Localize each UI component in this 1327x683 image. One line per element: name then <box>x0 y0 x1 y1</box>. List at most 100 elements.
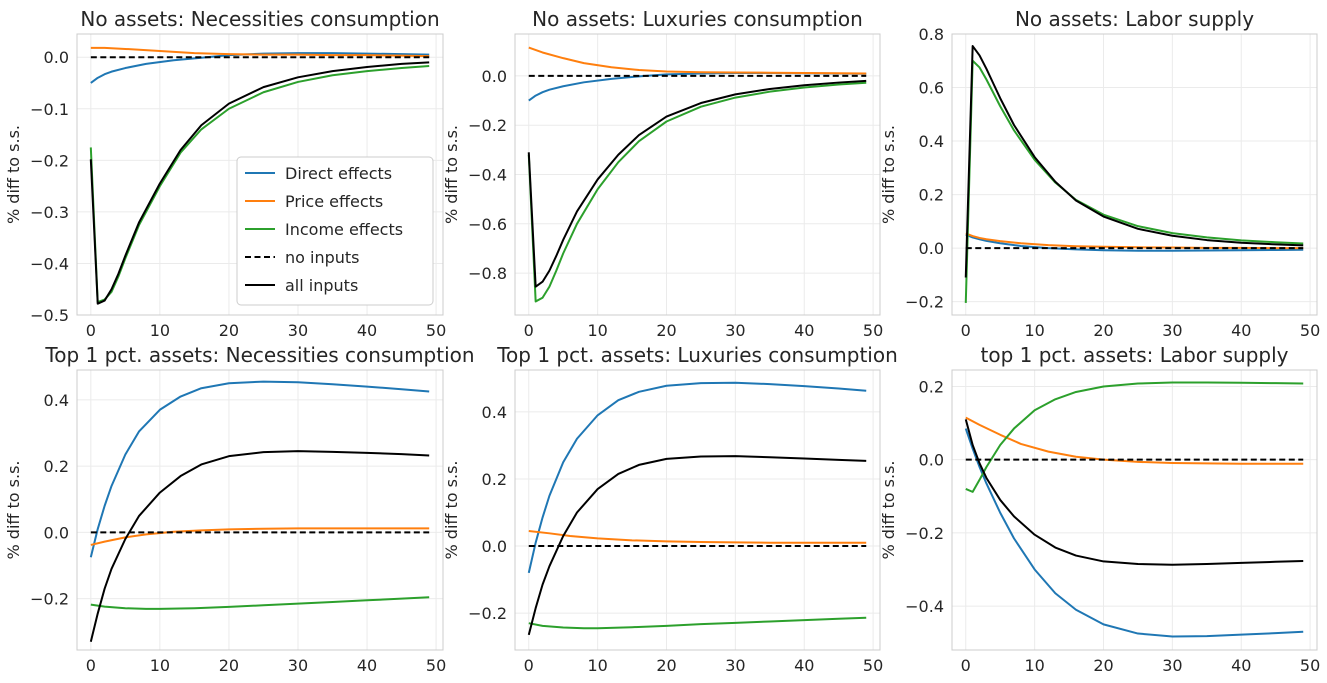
y-axis-label: % diff to s.s. <box>442 125 461 224</box>
x-tick-label: 40 <box>357 321 377 340</box>
subplot-2: 0 10 20 30 40 50 −0.8 −0.6 −0.4 −0.2 0.0 No assets:… <box>442 7 883 340</box>
x-tick-label: 0 <box>524 321 534 340</box>
axes-frame <box>951 33 1318 316</box>
x-tick-label: 30 <box>288 321 308 340</box>
x-tick-label: 40 <box>1231 321 1251 340</box>
x-tick-label: 30 <box>288 656 308 675</box>
y-tick-label: −0.2 <box>468 116 507 135</box>
legend-box <box>236 156 434 306</box>
y-tick-label: 0.0 <box>44 48 69 67</box>
y-axis-label: % diff to s.s. <box>4 461 23 560</box>
y-axis-label: % diff to s.s. <box>442 461 461 560</box>
y-tick-label: −0.2 <box>905 293 944 312</box>
axes-frame <box>951 369 1318 651</box>
x-tick-label: 40 <box>357 656 377 675</box>
axes-frame <box>76 369 444 651</box>
series-line-income <box>965 381 1304 493</box>
series-line-price <box>965 416 1304 465</box>
series-line-all <box>527 79 867 288</box>
axes-frame <box>514 33 881 316</box>
y-tick-label: −0.2 <box>30 151 69 170</box>
x-tick-label: 10 <box>587 656 607 675</box>
subplot-title: Top 1 pct. assets: Luxuries consumption <box>496 343 898 367</box>
x-tick-label: 0 <box>961 321 971 340</box>
x-tick-label: 30 <box>1162 321 1182 340</box>
y-tick-label: −0.4 <box>905 597 944 616</box>
legend-label-all: all inputs <box>285 276 358 295</box>
x-tick-label: 10 <box>587 321 607 340</box>
series-group <box>964 45 1304 303</box>
y-tick-label: −0.6 <box>468 215 507 234</box>
y-axis-label: % diff to s.s. <box>4 125 23 224</box>
x-tick-label: 20 <box>219 321 239 340</box>
x-tick-label: 20 <box>1093 321 1113 340</box>
y-axis-label: % diff to s.s. <box>879 125 898 224</box>
y-tick-label: 0.0 <box>482 537 507 556</box>
x-tick-label: 30 <box>1162 656 1182 675</box>
subplot-3: 0 10 20 30 40 50 −0.2 0.0 0.2 0.4 0.6 0.8 No assets:… <box>879 7 1320 340</box>
subplot-title: No assets: Luxuries consumption <box>532 7 863 31</box>
y-tick-label: −0.4 <box>30 254 69 273</box>
subplot-5: 0 10 20 30 40 50 −0.2 0.0 0.2 0.4 Top 1 pct. asset… <box>442 343 898 675</box>
subplot-1: 0 10 20 30 40 50 −0.5 −0.4 −0.3 −0.2 −0.1 0.0 No ass… <box>4 7 446 340</box>
y-tick-label: 0.0 <box>44 523 69 542</box>
x-tick-label: 10 <box>150 321 170 340</box>
series-group <box>89 46 430 305</box>
x-tick-label: 10 <box>150 656 170 675</box>
y-tick-label: 0.4 <box>919 132 944 151</box>
x-tick-label: 30 <box>725 656 745 675</box>
subplot-title: No assets: Necessities consumption <box>80 7 439 31</box>
legend: Direct effects Price effects Income effect… <box>236 156 434 306</box>
y-tick-label: −0.2 <box>468 604 507 623</box>
subplot-6: 0 10 20 30 40 50 −0.4 −0.2 0.0 0.2 top 1 pct. asse… <box>879 343 1320 675</box>
x-tick-label: 10 <box>1024 321 1044 340</box>
x-tick-label: 0 <box>961 656 971 675</box>
y-tick-label: −0.1 <box>30 100 69 119</box>
series-group <box>89 380 430 642</box>
y-tick-label: 0.4 <box>482 403 507 422</box>
x-tick-label: 50 <box>863 656 883 675</box>
legend-label-price: Price effects <box>285 192 383 211</box>
y-tick-label: −0.5 <box>30 306 69 325</box>
y-tick-label: 0.0 <box>919 239 944 258</box>
series-group <box>964 381 1304 638</box>
y-tick-label: −0.8 <box>468 264 507 283</box>
series-group <box>527 381 867 636</box>
series-group <box>527 46 867 303</box>
subplot-title: top 1 pct. assets: Labor supply <box>980 343 1288 367</box>
y-tick-label: −0.3 <box>30 203 69 222</box>
series-line-price <box>528 529 867 544</box>
x-tick-label: 0 <box>86 656 96 675</box>
x-tick-label: 50 <box>426 321 446 340</box>
series-line-direct <box>89 380 430 558</box>
x-tick-label: 50 <box>863 321 883 340</box>
axes-frame <box>514 369 881 651</box>
x-tick-label: 0 <box>86 321 96 340</box>
subplot-4: 0 10 20 30 40 50 −0.2 0.0 0.2 0.4 Top 1 pct. asset… <box>4 343 475 675</box>
series-line-price <box>90 527 430 546</box>
subplot-title: No assets: Labor supply <box>1015 7 1254 31</box>
subplot-title: Top 1 pct. assets: Necessities consumpti… <box>44 343 474 367</box>
series-line-all <box>964 419 1304 566</box>
y-axis-label: % diff to s.s. <box>879 461 898 560</box>
series-line-price <box>965 232 1304 250</box>
y-tick-label: 0.8 <box>919 25 944 44</box>
x-tick-label: 0 <box>524 656 534 675</box>
x-tick-label: 40 <box>794 321 814 340</box>
series-line-income <box>527 81 867 303</box>
axes-frame <box>76 33 444 316</box>
y-tick-label: 0.4 <box>44 391 69 410</box>
series-line-income <box>528 616 867 630</box>
legend-label-income: Income effects <box>285 220 403 239</box>
series-line-income <box>90 596 430 610</box>
y-tick-label: −0.4 <box>468 166 507 185</box>
series-line-price <box>90 46 430 58</box>
y-tick-label: −0.2 <box>30 590 69 609</box>
series-line-all <box>89 61 430 305</box>
series-line-all <box>89 450 430 642</box>
series-line-direct <box>965 233 1304 252</box>
x-tick-label: 40 <box>1231 656 1251 675</box>
y-tick-label: 0.2 <box>919 186 944 205</box>
x-tick-label: 50 <box>426 656 446 675</box>
